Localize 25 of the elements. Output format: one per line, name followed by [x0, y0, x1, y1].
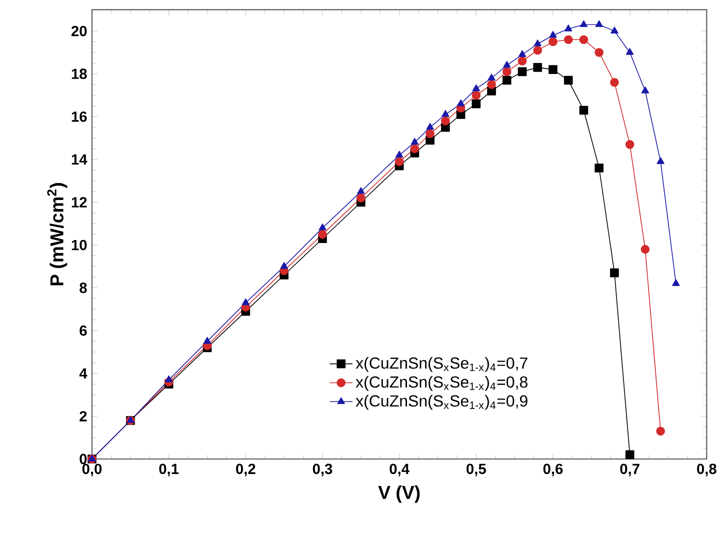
x-tick-label: 0,8: [697, 464, 716, 476]
y-tick-label: 10: [72, 240, 87, 250]
x-tick-label: 0,4: [390, 464, 410, 476]
x-axis-title: V (V): [378, 485, 420, 503]
x-tick-label: 0,3: [312, 464, 332, 476]
y-tick-label: 18: [72, 68, 87, 80]
legend-label: x(CuZnSn(S$_{x}$Se$_{1-x}$)$_{4}$=0,8: [356, 376, 528, 391]
legend-label: x(CuZnSn(S$_{x}$Se$_{1-x}$)$_{4}$=0,9: [356, 394, 528, 410]
y-tick-label: 12: [72, 197, 87, 208]
x-tick-label: 0,7: [620, 464, 640, 476]
legend-label: x(CuZnSn(S$_{x}$Se$_{1-x}$)$_{4}$=0,7: [356, 357, 528, 372]
y-tick-label: 16: [72, 111, 87, 122]
y-tick-label: 14: [72, 154, 88, 164]
y-axis-title: P (mW/cm$^{2}$): [47, 183, 68, 286]
x-tick-label: 0,5: [466, 464, 486, 476]
y-tick-label: 2: [80, 411, 87, 422]
x-tick-label: 0,0: [82, 464, 102, 476]
y-tick-label: 6: [80, 325, 87, 336]
x-tick-label: 0,1: [159, 464, 179, 476]
y-tick-label: 20: [71, 26, 87, 36]
x-tick-label: 0,2: [236, 464, 256, 476]
y-tick-label: 8: [80, 282, 87, 294]
y-tick-label: 0: [80, 454, 87, 464]
y-tick-label: 4: [79, 368, 88, 378]
x-tick-label: 0,6: [543, 464, 563, 476]
